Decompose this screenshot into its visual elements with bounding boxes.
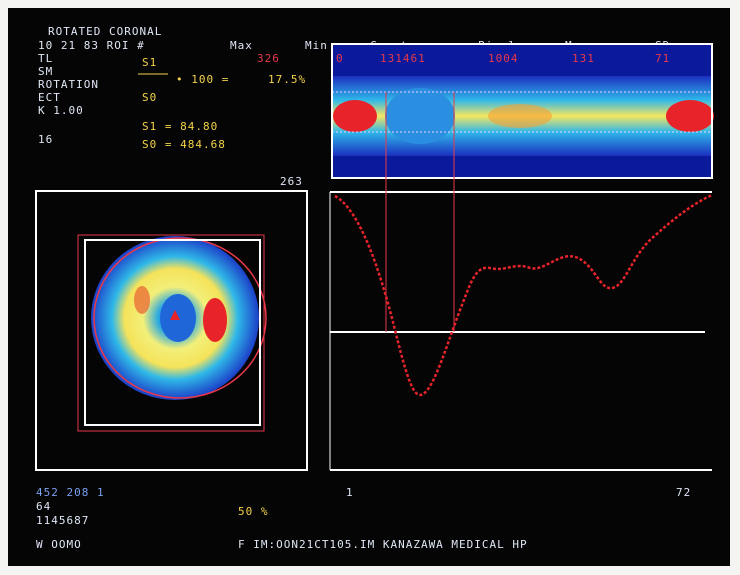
cold-spot (385, 88, 455, 144)
param: K 1.00 (38, 104, 84, 117)
pixels-value: 1004 (488, 52, 519, 65)
expression: • 100 = (176, 73, 229, 86)
date-roi: 10 21 83 ROI # (38, 39, 145, 52)
matrix: 64 (36, 500, 51, 513)
param: ROTATION (38, 78, 99, 91)
mode: W OOMO (36, 538, 82, 551)
counts-value: 131461 (380, 52, 426, 65)
screen: ROTATED CORONAL 10 21 83 ROI # Max Min C… (0, 0, 740, 575)
s1: S1 = 84.80 (142, 120, 218, 133)
mean-value: 131 (572, 52, 595, 65)
total: 1145687 (36, 514, 89, 527)
hot-spot (203, 298, 227, 342)
param: 16 (38, 133, 53, 146)
param: ECT (38, 91, 61, 104)
file: F IM:OON21CT105.IM KANAZAWA MEDICAL HP (238, 538, 528, 551)
page: ROTATED CORONAL 10 21 83 ROI # Max Min C… (0, 0, 740, 575)
hot-spot (333, 100, 377, 132)
max-label: 263 (280, 175, 303, 188)
col-header: Min (305, 39, 328, 52)
coords: 452 208 1 (36, 486, 105, 499)
param: TL (38, 52, 53, 65)
s0: S0 = 484.68 (142, 138, 226, 151)
result: 17.5% (268, 73, 306, 86)
x-start: 1 (346, 486, 354, 499)
threshold: 50 % (238, 505, 269, 518)
x-end: 72 (676, 486, 691, 499)
sd-value: 71 (655, 52, 670, 65)
min-value: 0 (336, 52, 344, 65)
warm-spot (134, 286, 150, 314)
warm-spot (488, 104, 552, 128)
col-header: Max (230, 39, 253, 52)
max-value: 326 (257, 52, 280, 65)
denominator: S0 (142, 91, 157, 104)
param: SM (38, 65, 53, 78)
title: ROTATED CORONAL (48, 25, 162, 38)
numerator: S1 (142, 56, 157, 69)
hot-spot (666, 100, 714, 132)
